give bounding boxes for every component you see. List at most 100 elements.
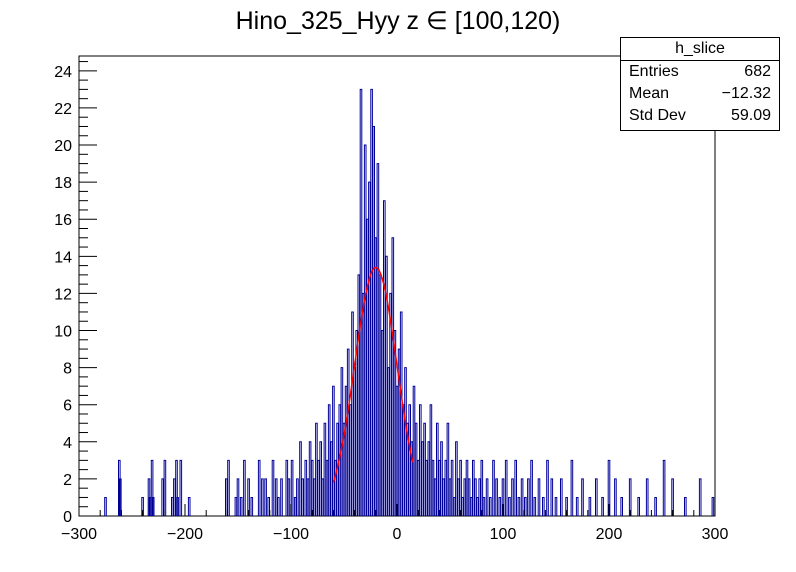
histogram-bin xyxy=(315,422,318,516)
histogram-bin xyxy=(380,330,384,516)
histogram-bin xyxy=(395,385,399,516)
histogram-bin xyxy=(118,459,121,516)
histogram-bin xyxy=(457,478,460,516)
histogram-bin xyxy=(351,311,354,516)
histogram-bin xyxy=(317,459,320,516)
histogram-bin xyxy=(243,459,246,516)
histogram-bin xyxy=(296,478,299,516)
histogram-bin xyxy=(542,497,545,516)
stats-label: Mean xyxy=(629,85,670,102)
histogram-bin xyxy=(511,478,514,516)
histogram-bin xyxy=(374,237,378,516)
histogram-bin xyxy=(187,497,191,516)
histogram-bin xyxy=(323,422,327,516)
histogram-bin xyxy=(372,126,375,516)
histogram-bin xyxy=(662,459,666,516)
stats-row-mean: Mean −12.32 xyxy=(621,83,779,105)
histogram-bin xyxy=(310,459,314,516)
histogram-bin xyxy=(461,497,464,516)
x-tick-label: −300 xyxy=(61,526,97,543)
histogram-bin xyxy=(474,478,477,516)
histogram-bin xyxy=(537,478,541,516)
histogram-bin xyxy=(442,478,445,516)
stats-label: Entries xyxy=(629,63,679,80)
histogram-bin xyxy=(325,459,329,516)
histogram-bin xyxy=(308,441,312,516)
histogram-bin xyxy=(363,144,367,516)
histogram-bin xyxy=(290,459,294,516)
histogram-bin xyxy=(399,311,403,516)
histogram-bin xyxy=(446,422,450,516)
histogram-bin xyxy=(438,459,441,516)
histogram-bin xyxy=(257,459,261,516)
histogram-bin xyxy=(530,459,533,516)
histogram-bin xyxy=(554,497,558,516)
histogram-bin xyxy=(412,385,416,516)
histogram-bin xyxy=(645,478,649,516)
x-tick-label: −100 xyxy=(273,526,309,543)
histogram-bin xyxy=(236,478,240,516)
histogram-bin xyxy=(274,478,278,516)
histogram-bin xyxy=(601,497,604,516)
histogram-bin xyxy=(501,478,505,516)
histogram-bin xyxy=(565,497,568,516)
histogram-bin xyxy=(299,441,302,516)
histogram-bin xyxy=(429,404,433,516)
histogram-bin xyxy=(448,478,452,516)
histogram-bin xyxy=(389,292,392,516)
histogram-bin xyxy=(433,478,437,516)
y-tick-label: 4 xyxy=(63,435,72,452)
histogram-bin xyxy=(550,478,554,516)
stats-row-entries: Entries 682 xyxy=(621,61,779,83)
histogram-bin xyxy=(463,478,467,516)
histogram-bin xyxy=(239,497,243,516)
histogram-bin xyxy=(353,367,356,516)
histogram-bin xyxy=(517,497,521,516)
histogram-bin xyxy=(321,478,325,516)
histogram-bin xyxy=(366,218,369,516)
histogram-bin xyxy=(476,497,479,516)
histogram-bin xyxy=(628,478,632,516)
histogram-bin xyxy=(179,459,183,516)
histogram-bin xyxy=(227,459,230,516)
histogram-bin xyxy=(607,459,611,516)
y-tick-label: 24 xyxy=(54,64,72,81)
histogram-bin xyxy=(489,497,492,516)
histogram-bin xyxy=(344,385,348,516)
histogram-bin xyxy=(465,459,469,516)
histogram-bin xyxy=(151,497,155,516)
histogram-bin xyxy=(319,441,322,516)
histogram-bin xyxy=(425,459,428,516)
y-tick-label: 2 xyxy=(63,472,72,489)
x-tick-label: 300 xyxy=(702,526,729,543)
histogram-bin xyxy=(459,459,462,516)
histogram-bin xyxy=(504,459,508,516)
histogram-bin xyxy=(508,497,511,516)
histogram-bin xyxy=(472,459,475,516)
histogram-bin xyxy=(271,459,275,516)
histogram-bin xyxy=(175,459,178,516)
histogram-bin xyxy=(277,497,280,516)
histogram-bin xyxy=(423,422,426,516)
histogram-bin xyxy=(419,404,422,516)
histogram-bin xyxy=(485,478,489,516)
histogram-bin xyxy=(370,88,373,516)
x-tick-label: 0 xyxy=(393,526,402,543)
histogram-bin xyxy=(368,181,371,516)
histogram-bin xyxy=(250,497,254,516)
histogram-bin xyxy=(361,292,365,516)
x-tick-label: −200 xyxy=(167,526,203,543)
histogram-bin xyxy=(427,441,431,516)
y-tick-label: 0 xyxy=(63,509,72,526)
stats-value: −12.32 xyxy=(721,85,771,102)
histogram-bin xyxy=(436,422,439,516)
stats-value: 682 xyxy=(744,63,771,80)
histogram-bin xyxy=(330,441,333,516)
histogram-bin xyxy=(357,274,361,516)
histogram-bin xyxy=(119,478,122,516)
y-tick-label: 12 xyxy=(54,286,72,303)
histogram-bin xyxy=(280,478,283,516)
fit-series xyxy=(332,266,414,483)
histogram-bin xyxy=(671,478,674,516)
